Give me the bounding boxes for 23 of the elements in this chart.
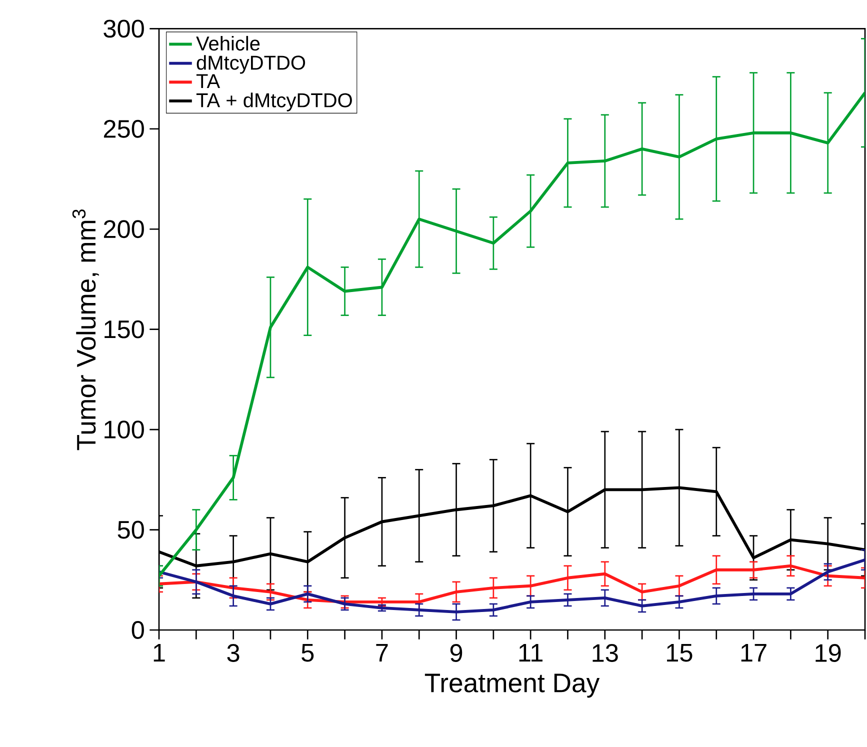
x-tick-label: 3 (227, 644, 240, 662)
y-tick-label: 0 (132, 621, 144, 639)
y-axis-title: Tumor Volume, mm$^{3}$ (72, 209, 99, 450)
legend-label: dMtcyDTDO (196, 55, 306, 74)
y-tick-label: 200 (104, 220, 144, 238)
y-tick-label: 300 (104, 20, 144, 38)
y-tick-label: 50 (118, 520, 144, 539)
y-tick-label: 100 (104, 420, 144, 439)
x-tick-label: 1 (154, 644, 165, 662)
x-tick-label: 17 (741, 644, 766, 662)
x-axis-title: Treatment Day (424, 674, 600, 698)
x-tick-label: 13 (592, 644, 618, 662)
x-tick-label: 9 (450, 644, 462, 662)
legend-label: TA (196, 74, 220, 88)
legend-label: TA + dMtcyDTDO (196, 92, 352, 112)
x-tick-label: 5 (302, 644, 314, 662)
y-tick-label: 150 (104, 320, 144, 338)
x-tick-label: 7 (376, 644, 388, 662)
y-tick-label: 250 (104, 120, 144, 138)
legend-label: Vehicle (196, 36, 260, 51)
x-tick-label: 11 (519, 644, 542, 662)
x-tick-label: 15 (667, 644, 692, 662)
x-tick-label: 19 (816, 644, 841, 662)
